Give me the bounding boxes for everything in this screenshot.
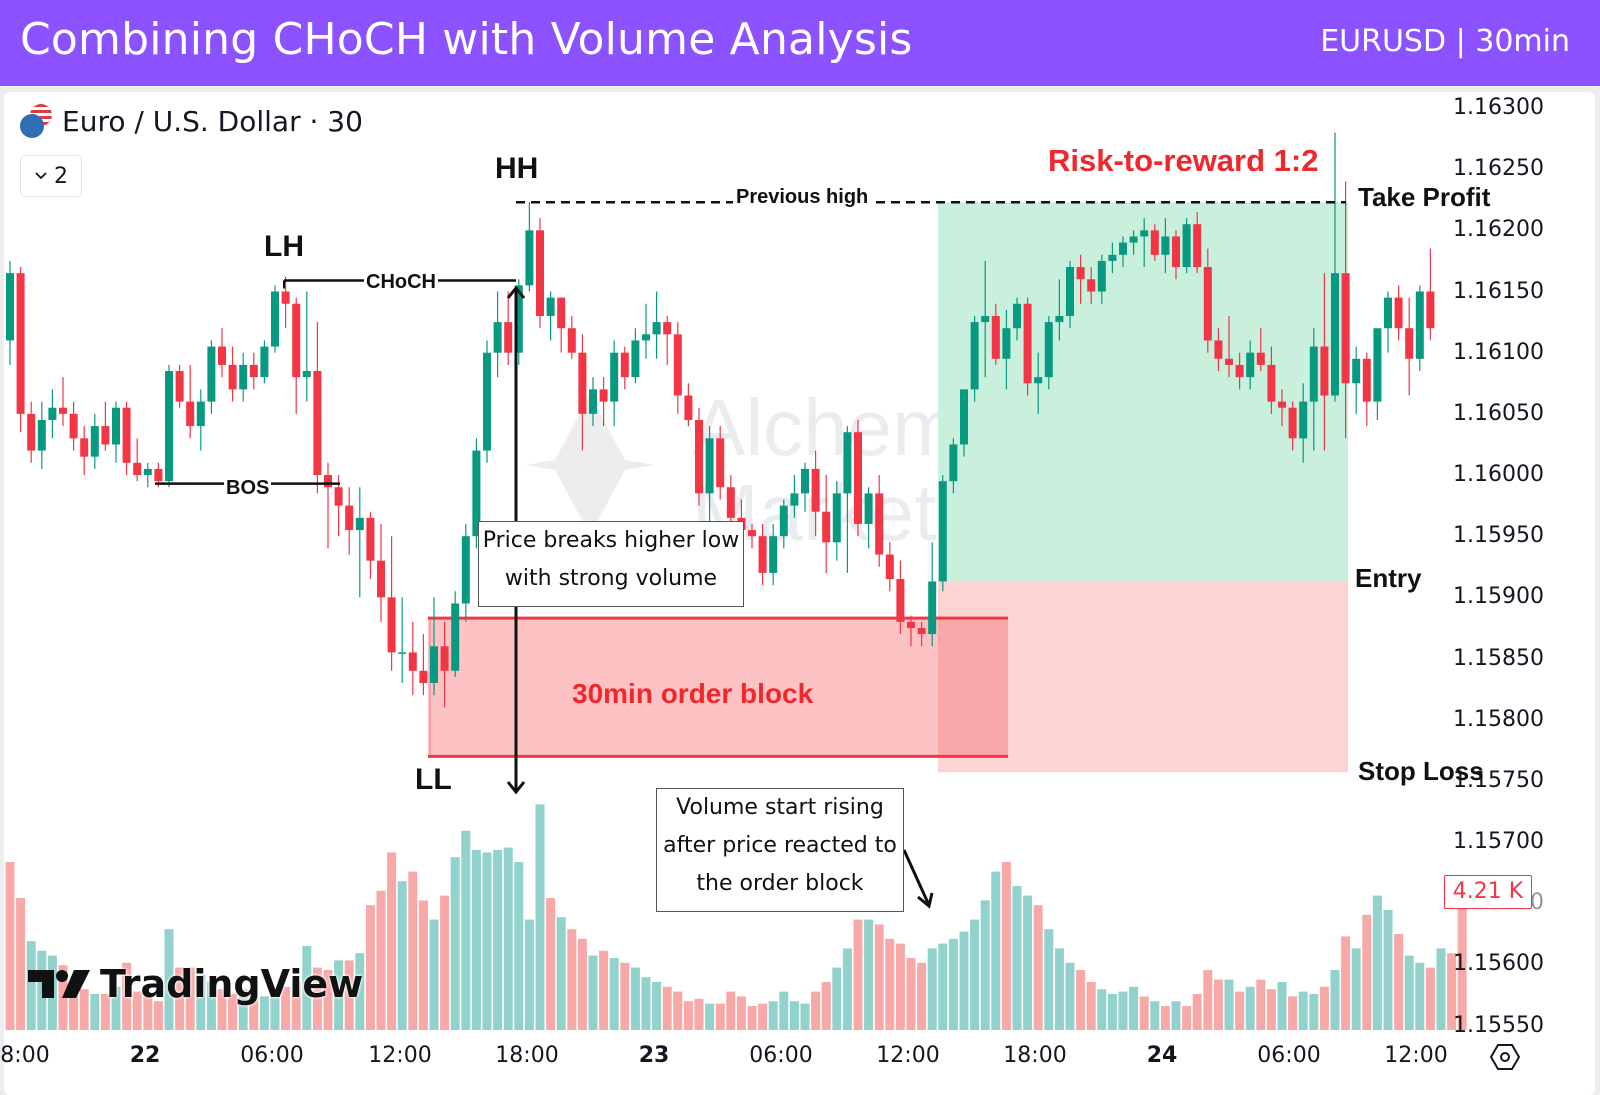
time-tick: 06:00 — [749, 1043, 813, 1068]
take-profit-label: Take Profit — [1358, 182, 1491, 212]
callout-line: the order block — [696, 871, 864, 896]
indicator-count: 2 — [54, 163, 68, 189]
price-tick: 1.15800 — [1453, 706, 1544, 732]
price-tick: 1.16250 — [1453, 156, 1544, 182]
price-tick: 1.16300 — [1453, 95, 1544, 120]
choch-label: CHoCH — [364, 271, 438, 294]
tradingview-logo[interactable]: TradingView — [28, 962, 363, 1006]
symbol-timeframe-label: EURUSD | 30min — [1320, 24, 1570, 59]
time-tick: 12:00 — [368, 1043, 432, 1068]
callout-line: Price breaks higher low — [482, 528, 740, 553]
indicators-collapse-button[interactable]: 2 — [20, 155, 82, 197]
price-tick: 1.15900 — [1453, 584, 1544, 610]
previous-high-label: Previous high — [733, 186, 872, 209]
page-title: Combining CHoCH with Volume Analysis — [20, 14, 913, 65]
lh-label: LH — [264, 230, 304, 263]
eur-usd-flag-icon — [20, 104, 54, 138]
stop-loss-label: Stop Loss — [1358, 756, 1484, 786]
last-volume-badge: 4.21 K — [1444, 875, 1532, 909]
callout-line: with strong volume — [504, 566, 718, 591]
callout-price-breaks: Price breaks higher low with strong volu… — [478, 521, 744, 607]
time-tick: 12:00 — [1384, 1043, 1448, 1068]
price-tick: 1.15600 — [1453, 951, 1544, 977]
time-tick: 23 — [638, 1043, 670, 1068]
time-tick: 06:00 — [1257, 1043, 1321, 1068]
candlesticks — [6, 132, 1435, 708]
title-banner: Combining CHoCH with Volume Analysis EUR… — [0, 0, 1600, 86]
callout-line: Volume start rising — [676, 795, 884, 820]
time-tick: 8:00 — [0, 1043, 50, 1068]
risk-reward-label: Risk-to-reward 1:2 — [1048, 143, 1319, 178]
price-tick: 1.16000 — [1453, 462, 1544, 488]
symbol-legend[interactable]: Euro / U.S. Dollar · 30 — [20, 104, 363, 138]
settings-hexagon-icon[interactable] — [1490, 1042, 1520, 1072]
order-block-label: 30min order block — [572, 678, 814, 709]
price-tick: 1.15550 — [1453, 1012, 1544, 1038]
entry-label: Entry — [1355, 563, 1422, 593]
price-tick: 1.15850 — [1453, 645, 1544, 671]
price-tick: 1.16100 — [1453, 339, 1544, 365]
tradingview-wordmark: TradingView — [100, 962, 364, 1006]
time-tick: 18:00 — [1003, 1043, 1067, 1068]
price-tick: 1.15950 — [1453, 523, 1544, 549]
callout-line: after price reacted to — [663, 833, 897, 858]
time-tick: 12:00 — [876, 1043, 940, 1068]
price-tick: 1.16150 — [1453, 278, 1544, 304]
volume-bars — [5, 804, 1467, 1030]
time-tick: 22 — [129, 1043, 161, 1068]
ll-label: LL — [415, 763, 452, 796]
chevron-down-icon — [35, 172, 47, 180]
bos-label: BOS — [224, 477, 272, 500]
tradingview-logo-icon — [28, 970, 90, 998]
price-tick: 1.16200 — [1453, 217, 1544, 243]
time-tick: 18:00 — [495, 1043, 559, 1068]
symbol-label: Euro / U.S. Dollar · 30 — [62, 104, 363, 138]
callout-volume-rising: Volume start rising after price reacted … — [656, 788, 904, 912]
time-tick: 24 — [1146, 1043, 1178, 1068]
price-tick: 1.15700 — [1453, 829, 1544, 855]
price-tick: 1.16050 — [1453, 400, 1544, 426]
time-tick: 06:00 — [240, 1043, 304, 1068]
hh-label: HH — [495, 152, 539, 185]
price-tick: 1.15750 — [1453, 767, 1544, 793]
